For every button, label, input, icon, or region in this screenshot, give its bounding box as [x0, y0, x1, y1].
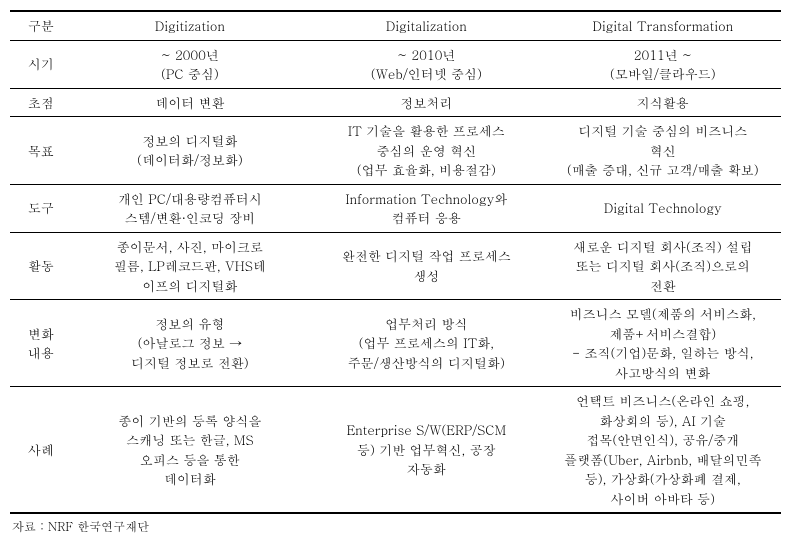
cell: 개인 PC/대용량컴퓨터시스템/변환·인코딩 장비 [72, 184, 308, 232]
header-digital-transformation: Digital Transformation [545, 11, 781, 40]
header-digitalization: Digitalization [308, 11, 544, 40]
row-label-period: 시기 [10, 40, 72, 88]
table-row: 활동 종이문서, 사진, 마이크로필름, LP레코드판, VHS테이프의 디지털… [10, 232, 781, 300]
cell: IT 기술을 활용한 프로세스중심의 운영 혁신(업무 효율화, 비용절감) [308, 117, 544, 185]
cell: 종이문서, 사진, 마이크로필름, LP레코드판, VHS테이프의 디지털화 [72, 232, 308, 300]
table-row: 도구 개인 PC/대용량컴퓨터시스템/변환·인코딩 장비 Information… [10, 184, 781, 232]
table-row: 사례 종이 기반의 등록 양식을스캐닝 또는 한글, MS오피스 등을 통한데이… [10, 387, 781, 514]
cell: ~ 2000년(PC 중심) [72, 40, 308, 88]
row-label-goal: 목표 [10, 117, 72, 185]
cell: 새로운 디지털 회사(조직) 설립또는 디지털 회사(조직)으로의전환 [545, 232, 781, 300]
header-category: 구분 [10, 11, 72, 40]
row-label-change: 변화내용 [10, 300, 72, 387]
cell: 정보의 디지털화(데이터화/정보화) [72, 117, 308, 185]
cell: Digital Technology [545, 184, 781, 232]
cell: 데이터 변환 [72, 88, 308, 117]
table-row: 목표 정보의 디지털화(데이터화/정보화) IT 기술을 활용한 프로세스중심의… [10, 117, 781, 185]
cell: 지식활용 [545, 88, 781, 117]
cell: 정보처리 [308, 88, 544, 117]
table-row: 시기 ~ 2000년(PC 중심) ~ 2010년(Web/인터넷 중심) 20… [10, 40, 781, 88]
row-label-activity: 활동 [10, 232, 72, 300]
cell: 2011년 ~(모바일/클라우드) [545, 40, 781, 88]
row-label-tool: 도구 [10, 184, 72, 232]
cell: 비즈니스 모델(제품의 서비스화,제품+서비스결합)- 조직(기업)문화, 일하… [545, 300, 781, 387]
header-digitization: Digitization [72, 11, 308, 40]
cell: 종이 기반의 등록 양식을스캐닝 또는 한글, MS오피스 등을 통한데이터화 [72, 387, 308, 514]
row-label-focus: 초점 [10, 88, 72, 117]
cell: 정보의 유형(아날로그 정보 →디지털 정보로 전환) [72, 300, 308, 387]
cell: 완전한 디지털 작업 프로세스생성 [308, 232, 544, 300]
cell: 디지털 기술 중심의 비즈니스혁신(매출 증대, 신규 고객/매출 확보) [545, 117, 781, 185]
comparison-table: 구분 Digitization Digitalization Digital T… [10, 10, 781, 514]
table-header-row: 구분 Digitization Digitalization Digital T… [10, 11, 781, 40]
cell: ~ 2010년(Web/인터넷 중심) [308, 40, 544, 88]
row-label-case: 사례 [10, 387, 72, 514]
cell: 언택트 비즈니스(온라인 쇼핑,화상회의 등), AI 기술접목(안면인식), … [545, 387, 781, 514]
table-row: 변화내용 정보의 유형(아날로그 정보 →디지털 정보로 전환) 업무처리 방식… [10, 300, 781, 387]
source-text: 자료 : NRF 한국연구재단 [10, 514, 781, 539]
cell: Enterprise S/W(ERP/SCM등) 기반 업무혁신, 공장자동화 [308, 387, 544, 514]
table-row: 초점 데이터 변환 정보처리 지식활용 [10, 88, 781, 117]
cell: 업무처리 방식(업무 프로세스의 IT화,주문/생산방식의 디지털화) [308, 300, 544, 387]
cell: Information Technology와컴퓨터 응용 [308, 184, 544, 232]
